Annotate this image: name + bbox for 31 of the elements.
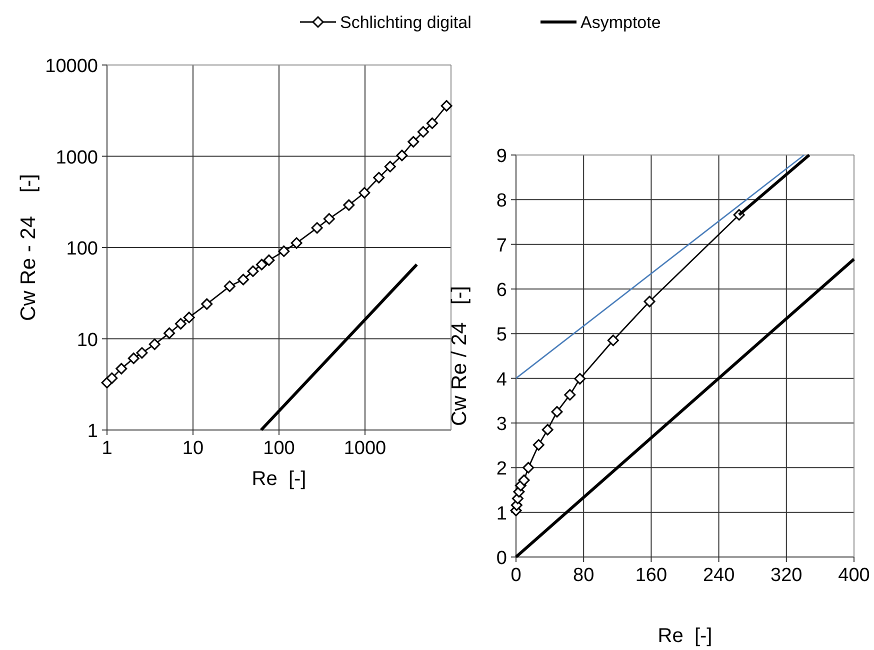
- x-tick-label: 100: [263, 438, 295, 459]
- legend-label: Asymptote: [580, 13, 661, 32]
- y-tick-label: 1000: [56, 147, 98, 168]
- y-tick-label: 3: [496, 414, 507, 435]
- y-tick-label: 100: [66, 238, 98, 260]
- x-tick-label: 1: [102, 438, 112, 459]
- y-tick-label: 10: [76, 330, 98, 351]
- y-tick-label: 0: [496, 548, 507, 569]
- y-tick-label: 4: [496, 369, 508, 390]
- y-tick-label: 7: [496, 235, 507, 256]
- y-tick-label: 6: [496, 280, 507, 301]
- legend-label: Schlichting digital: [340, 13, 472, 32]
- x-tick-label: 10: [182, 438, 204, 459]
- y-axis-title: Cw Re / 24 [-]: [448, 286, 471, 426]
- x-tick-label: 80: [573, 565, 594, 586]
- x-axis-title: Re [-]: [658, 625, 712, 647]
- x-tick-label: 400: [838, 565, 870, 586]
- y-tick-label: 10000: [45, 56, 98, 77]
- x-tick-label: 1000: [344, 438, 386, 459]
- y-axis-title: Cw Re - 24 [-]: [17, 174, 40, 322]
- y-tick-label: 5: [496, 324, 507, 346]
- y-tick-label: 9: [496, 146, 507, 167]
- y-tick-label: 1: [87, 421, 98, 442]
- y-tick-label: 1: [496, 503, 507, 524]
- x-tick-label: 320: [770, 565, 802, 586]
- x-tick-label: 160: [635, 565, 668, 586]
- x-tick-label: 0: [510, 565, 522, 586]
- y-tick-label: 8: [496, 190, 507, 212]
- y-tick-label: 2: [496, 458, 507, 480]
- x-tick-label: 240: [702, 565, 735, 586]
- x-axis-title: Re [-]: [252, 468, 306, 490]
